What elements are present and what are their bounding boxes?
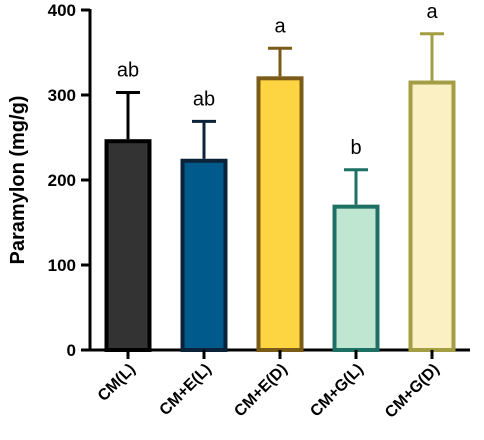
- axes: 0 100 200 300 400: [48, 1, 470, 360]
- bar: [104, 139, 152, 352]
- significance-label: ab: [193, 88, 215, 110]
- y-tick-label: 0: [67, 341, 76, 360]
- y-tick-label: 200: [48, 171, 76, 190]
- y-tick-label: 100: [48, 256, 76, 275]
- bar: [332, 204, 380, 352]
- bar: [180, 158, 228, 352]
- x-tick-label: CM+E(D): [231, 361, 290, 420]
- significance-label: a: [274, 15, 286, 37]
- y-tick-label: 400: [48, 1, 76, 20]
- x-tick-label: CM+G(L): [307, 361, 366, 420]
- x-tick-label: CM(L): [95, 361, 139, 405]
- significance-label: b: [350, 137, 361, 159]
- y-tick-label: 300: [48, 86, 76, 105]
- significance-label: ab: [117, 59, 139, 81]
- x-axis-ticks: CM(L) CM+E(L) CM+E(D) CM+G(L) CM+G(D): [95, 350, 443, 422]
- x-tick-label: CM+G(D): [382, 361, 443, 422]
- y-axis-title: Paramylon (mg/g): [7, 96, 29, 265]
- significance-label: a: [426, 1, 438, 23]
- bar: [256, 76, 304, 353]
- bar: [408, 80, 456, 353]
- x-tick-label: CM+E(L): [157, 361, 215, 419]
